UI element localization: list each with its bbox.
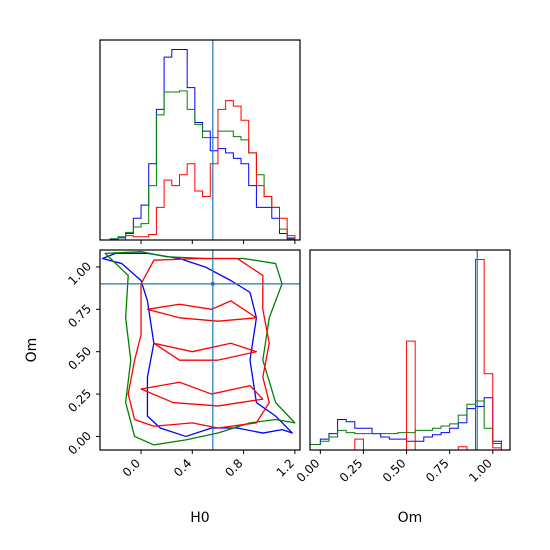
contour-red-5: [140, 381, 264, 407]
joint-x-tick-label-0: 0.0: [120, 456, 143, 479]
x-axis-label-h0: H0: [190, 510, 209, 526]
histogram-series-blue: [109, 49, 296, 240]
om-marginal-x-tick-label-3: 0.75: [423, 456, 452, 485]
contour-blue-0: [101, 252, 293, 438]
contour-red-4: [153, 342, 258, 361]
contour-red-3: [146, 300, 258, 322]
histogram-series-green: [109, 90, 296, 240]
joint-x-tick-label-1: 0.4: [171, 456, 194, 479]
om-marginal-x-tick-label-0: 0.00: [294, 456, 323, 485]
h0-om-joint-panel: 0.0 0.4 0.8 1.20.000.250.500.751.00: [65, 249, 301, 480]
om-marginal-x-tick-label-4: 1.00: [466, 456, 495, 485]
contour-group: [101, 251, 296, 446]
om-marginal-panel: 0.00 0.25 0.50 0.75 1.00: [294, 249, 511, 485]
joint-frame: [99, 249, 301, 451]
truth-marker: [210, 281, 215, 286]
h0-marginal-panel: [99, 39, 301, 244]
om-marginal-x-tick-label-2: 0.50: [380, 456, 409, 485]
joint-y-tick-label-0: 0.00: [65, 429, 94, 458]
histogram-series-blue: [309, 397, 502, 450]
joint-x-tick-label-2: 0.8: [222, 456, 245, 479]
joint-y-tick-label-3: 0.75: [65, 302, 94, 331]
histogram-series-red: [310, 259, 502, 451]
om-marginal-x-tick-label-1: 0.25: [337, 456, 366, 485]
y-axis-label-om: Om: [24, 338, 40, 363]
joint-y-tick-label-1: 0.25: [65, 386, 94, 415]
contour-red-2: [127, 257, 270, 429]
x-axis-label-om: Om: [398, 510, 423, 526]
joint-y-tick-label-2: 0.50: [65, 344, 94, 373]
h0-marginal-frame: [99, 39, 301, 241]
joint-y-tick-label-4: 1.00: [65, 259, 94, 288]
om-marginal-frame: [309, 249, 511, 451]
histogram-series-red: [110, 100, 296, 241]
